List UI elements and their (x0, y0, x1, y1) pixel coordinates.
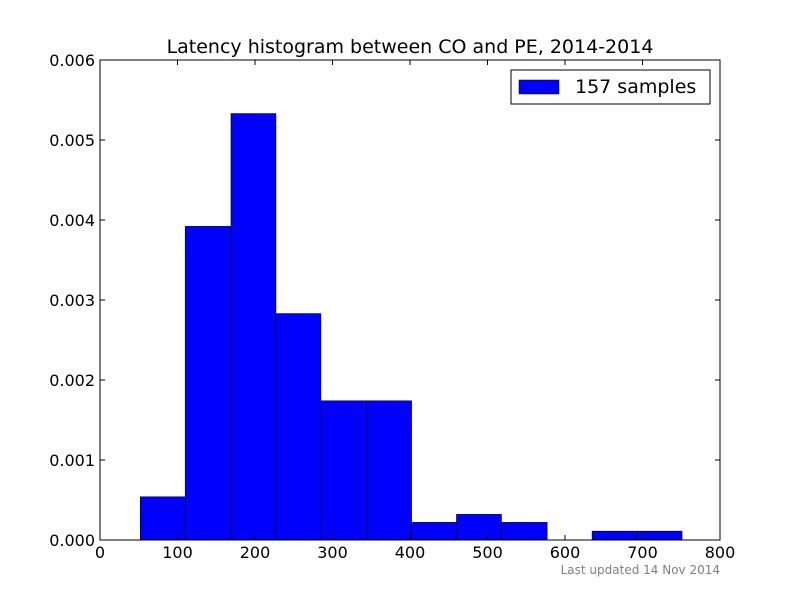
histogram-bar-5 (366, 400, 412, 541)
y-tick-label: 0.001 (49, 451, 95, 470)
y-tick-label: 0.000 (49, 531, 95, 550)
y-tick-label: 0.006 (49, 51, 95, 70)
x-tick-label: 0 (95, 543, 105, 562)
histogram-bar-11 (636, 530, 683, 541)
chart-title: Latency histogram between CO and PE, 201… (167, 36, 654, 58)
footer-last-updated: Last updated 14 Nov 2014 (561, 563, 720, 577)
x-tick-label: 600 (550, 543, 581, 562)
x-tick-label: 800 (705, 543, 736, 562)
legend: 157 samples (510, 69, 711, 105)
histogram-bar-7 (456, 514, 502, 541)
y-axis: 0.000 0.001 0.002 0.003 0.004 0.005 0.006 (49, 51, 720, 550)
histogram-bar-3 (275, 313, 322, 541)
y-tick-label: 0.003 (49, 291, 95, 310)
x-tick-label: 300 (317, 543, 348, 562)
histogram-bar-6 (411, 522, 457, 541)
x-tick-label: 100 (162, 543, 193, 562)
histogram-bar-0 (140, 496, 186, 541)
histogram-bar-1 (184, 226, 232, 541)
histogram-bar-10 (591, 530, 638, 541)
x-tick-label: 700 (627, 543, 658, 562)
x-axis: 0 100 200 300 400 500 600 700 800 (95, 60, 735, 562)
x-tick-label: 400 (395, 543, 426, 562)
legend-label: 157 samples (575, 76, 696, 98)
histogram-bar-8 (501, 522, 548, 541)
histogram-bar-2 (230, 113, 277, 541)
histogram-bar-4 (320, 400, 367, 541)
y-tick-label: 0.002 (49, 371, 95, 390)
x-tick-label: 500 (472, 543, 503, 562)
y-tick-label: 0.004 (49, 211, 95, 230)
x-tick-label: 200 (240, 543, 271, 562)
legend-swatch (518, 79, 560, 95)
bars-group (140, 113, 683, 541)
y-tick-label: 0.005 (49, 131, 95, 150)
